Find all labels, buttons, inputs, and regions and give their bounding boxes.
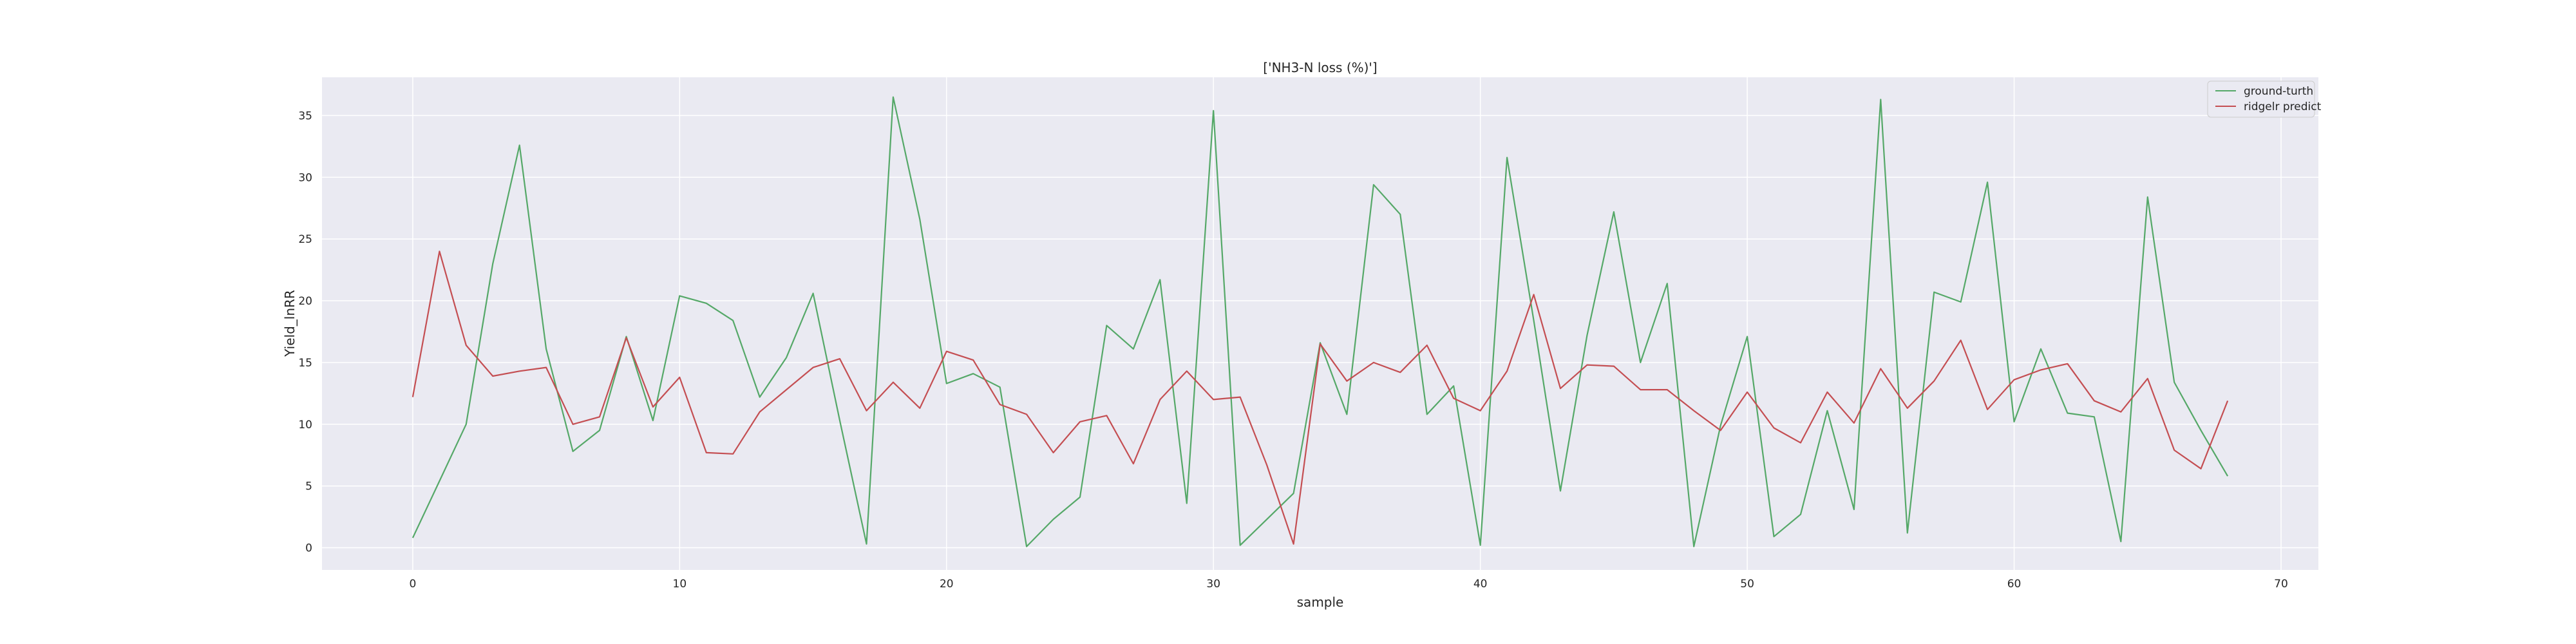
plot-background <box>322 77 2318 570</box>
x-tick-label: 30 <box>1206 578 1220 591</box>
y-tick-label: 35 <box>298 109 312 122</box>
x-tick-label: 0 <box>409 578 416 591</box>
x-axis-ticks: 0 10 20 30 40 50 60 70 <box>409 578 2287 591</box>
y-tick-label: 30 <box>298 171 312 184</box>
legend-label-ground-turth: ground-turth <box>2244 85 2313 98</box>
y-tick-label: 10 <box>298 419 312 431</box>
y-tick-label: 5 <box>305 480 312 493</box>
y-tick-label: 20 <box>298 295 312 308</box>
y-tick-label: 25 <box>298 233 312 246</box>
y-tick-label: 15 <box>298 357 312 370</box>
x-tick-label: 60 <box>2007 578 2022 591</box>
x-tick-label: 40 <box>1473 578 1488 591</box>
x-axis-label: sample <box>1297 594 1344 610</box>
chart-title: ['NH3-N loss (%)'] <box>1263 60 1377 75</box>
legend: ground-turth ridgelr predict <box>2207 80 2322 118</box>
x-tick-label: 70 <box>2274 578 2288 591</box>
series-line-ridgelr-predict <box>412 251 2229 545</box>
y-tick-label: 0 <box>305 542 312 554</box>
grid <box>322 77 2318 570</box>
x-tick-label: 50 <box>1740 578 1754 591</box>
series-line-ground-turth <box>412 96 2229 547</box>
y-axis-ticks: 0 5 10 15 20 25 30 35 <box>298 109 312 554</box>
y-axis-label: Yield_lnRR <box>282 290 298 357</box>
x-tick-label: 20 <box>940 578 954 591</box>
x-tick-label: 10 <box>673 578 687 591</box>
legend-label-ridgelr-predict: ridgelr predict <box>2244 100 2322 113</box>
series-group <box>412 96 2229 547</box>
